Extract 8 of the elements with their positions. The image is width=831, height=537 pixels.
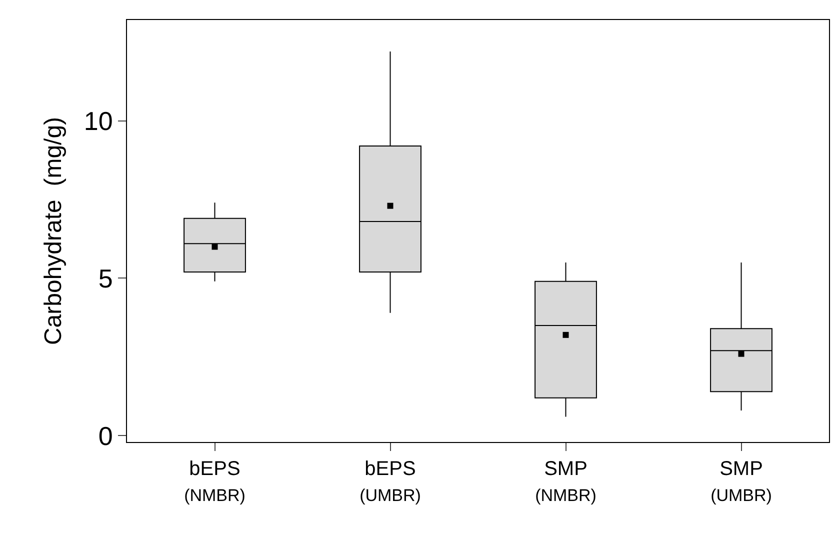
y-tick-label: 0 <box>98 420 113 451</box>
x-tick-label: SMP (NMBR) <box>535 458 596 505</box>
x-tick-label: SMP (UMBR) <box>710 458 772 505</box>
y-axis-title: Carbohydrate (mg/g) <box>40 116 67 346</box>
y-tick-label: 10 <box>84 106 113 136</box>
x-tick-label: bEPS (UMBR) <box>360 458 421 505</box>
x-tick-label: bEPS (NMBR) <box>184 458 246 505</box>
y-tick-label: 5 <box>98 263 113 294</box>
